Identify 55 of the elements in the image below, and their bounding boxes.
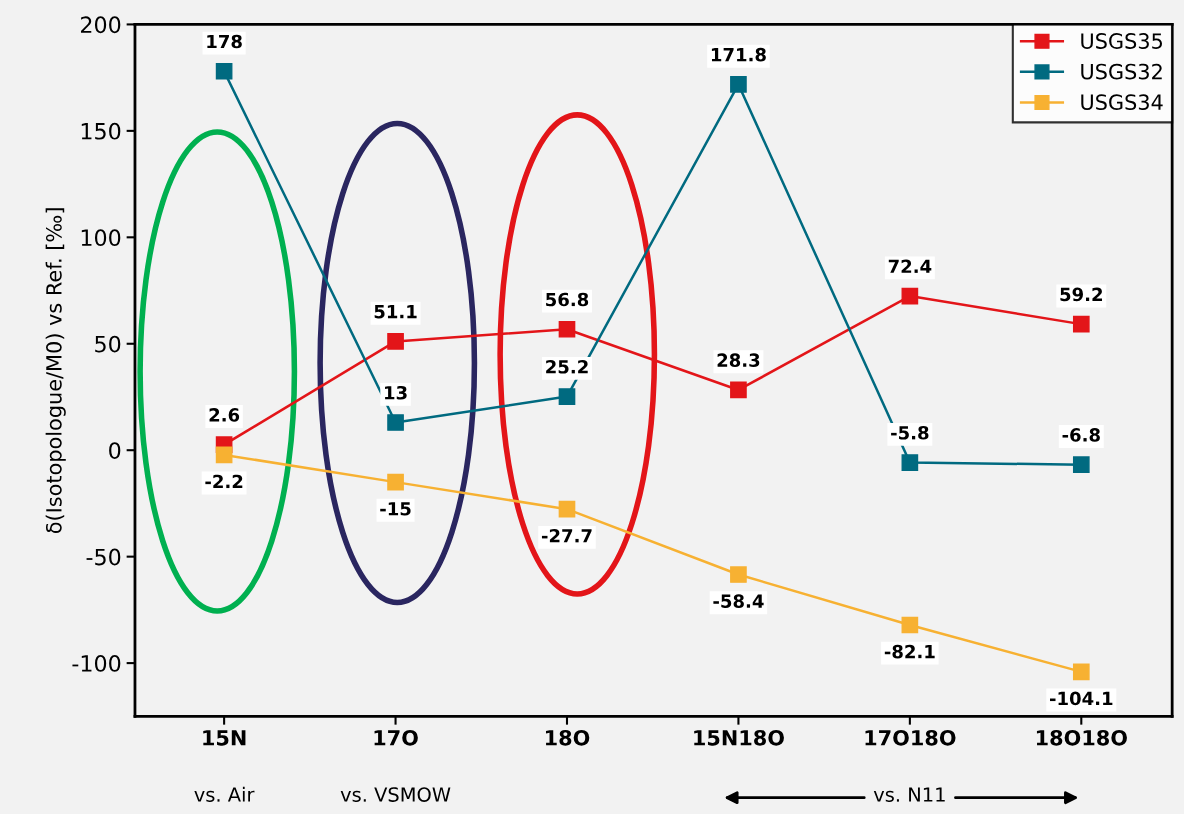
data-label: -15 [380, 502, 411, 516]
x-tick-label: 17O [374, 729, 418, 746]
data-label: 178 [207, 34, 242, 49]
point [901, 454, 919, 471]
point [215, 62, 233, 80]
y-tick-label: 0 [109, 442, 121, 459]
y-tick-label: -100 [72, 655, 121, 672]
text: vs. Air [194, 786, 255, 802]
text: vs. N11 [873, 787, 945, 802]
x-tick-label: 18O18O [1036, 729, 1127, 746]
point [387, 333, 404, 350]
y-axis-title: δ(Isotopologue/M0) vs Ref. [‰] [45, 208, 66, 534]
y-tick-label: 50 [95, 335, 121, 353]
point [558, 320, 576, 338]
y-tick-label: 200 [80, 16, 121, 34]
point [558, 388, 576, 405]
point [901, 616, 919, 634]
data-label: 28.3 [717, 353, 760, 368]
text: vs. VSMOW [340, 787, 451, 802]
data-label: 171.8 [711, 47, 766, 62]
point [1072, 663, 1090, 681]
data-label: 25.2 [546, 359, 588, 374]
data-label: -2.2 [205, 474, 243, 489]
data-label: 56.8 [546, 292, 589, 307]
point [387, 473, 404, 491]
data-label: -82.1 [884, 644, 935, 659]
data-label: -104.1 [1049, 691, 1113, 706]
data-label: 72.4 [888, 259, 932, 273]
point [215, 446, 233, 464]
data-label: -27.7 [541, 528, 592, 543]
x-tick-label: 15N [203, 730, 246, 746]
x-tick-label: 18O [545, 729, 590, 746]
y-tick-label: 150 [81, 122, 121, 140]
point [558, 500, 576, 518]
point [901, 287, 919, 305]
data-label: -6.8 [1062, 428, 1100, 442]
legend-label: USGS34 [1081, 94, 1163, 111]
data-label: 59.2 [1060, 287, 1103, 302]
y-tick-label: 100 [81, 229, 121, 247]
data-label: 2.6 [209, 408, 240, 422]
point [730, 566, 747, 583]
data-label: 51.1 [374, 305, 417, 319]
x-tick-label: 17O18O [865, 729, 956, 746]
point [730, 381, 747, 399]
data-label: -5.8 [891, 425, 929, 440]
legend-label: USGS35 [1081, 33, 1163, 49]
data-label: 13 [385, 385, 407, 400]
point [730, 76, 747, 93]
y-tick-label: -50 [86, 548, 121, 566]
point [1072, 315, 1090, 333]
point [387, 414, 404, 431]
point [1072, 456, 1090, 474]
data-label: -58.4 [713, 594, 764, 608]
x-tick-label: 15N18O [694, 729, 784, 746]
legend-label: USGS32 [1081, 63, 1162, 80]
